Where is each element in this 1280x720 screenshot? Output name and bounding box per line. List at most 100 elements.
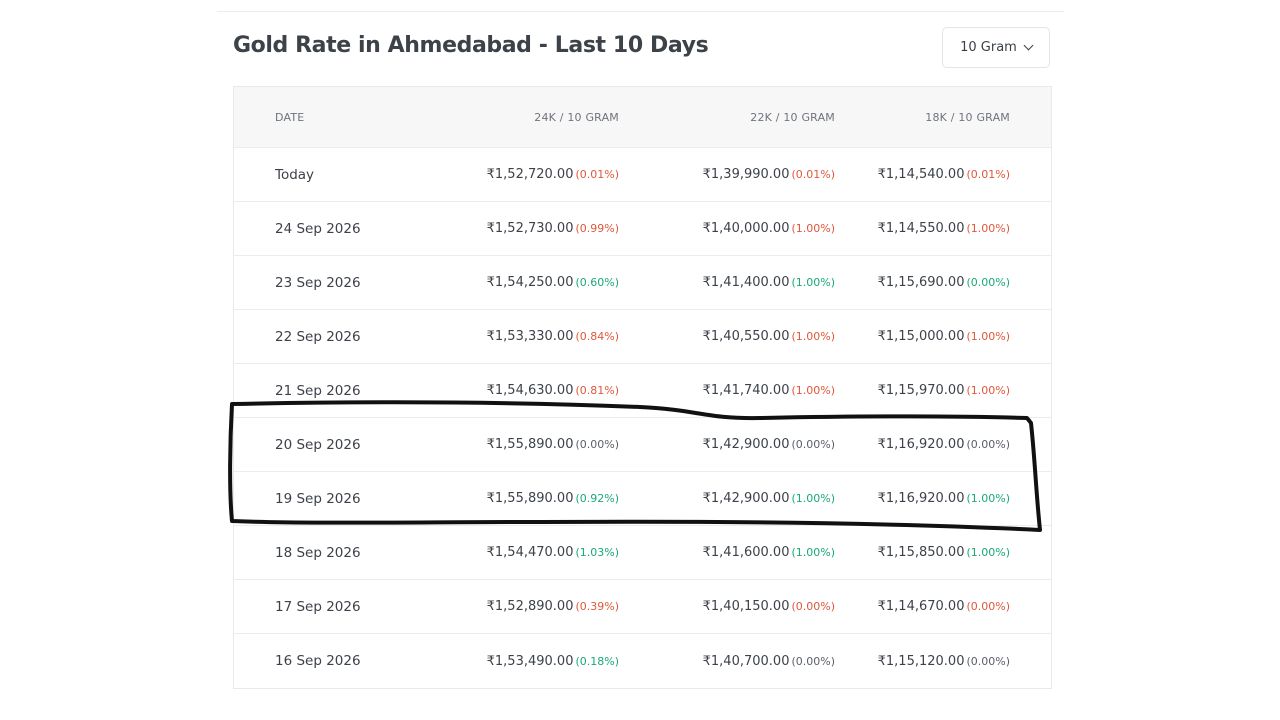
rate-18k-price: ₹1,16,920.00 [877, 491, 965, 506]
rate-24k-cell: ₹1,54,630.00 (0.81%) [487, 364, 619, 417]
rate-22k-price: ₹1,40,550.00 [702, 329, 790, 344]
top-divider [217, 11, 1064, 12]
rate-22k-cell: ₹1,40,550.00 (1.00%) [703, 310, 835, 363]
rate-22k-price: ₹1,41,400.00 [702, 275, 790, 290]
header-date: DATE [275, 110, 305, 124]
rate-24k-cell: ₹1,55,890.00 (0.00%) [487, 418, 619, 471]
rate-24k-cell: ₹1,55,890.00 (0.92%) [487, 472, 619, 525]
row-date: 23 Sep 2026 [275, 274, 361, 291]
table-row: 24 Sep 2026 ₹1,52,730.00 (0.99%) ₹1,40,000.… [234, 202, 1051, 256]
rate-24k-price: ₹1,52,730.00 [486, 221, 574, 236]
rate-24k-price: ₹1,53,490.00 [486, 653, 574, 669]
rate-22k-change: (1.00%) [791, 276, 835, 289]
gold-rate-table: DATE 24K / 10 GRAM 22K / 10 GRAM 18K / 1… [233, 86, 1052, 689]
rate-24k-change: (0.00%) [575, 438, 619, 451]
rate-24k-price: ₹1,52,890.00 [486, 599, 574, 614]
rate-24k-change: (1.03%) [575, 546, 619, 559]
rate-22k-price: ₹1,39,990.00 [702, 167, 790, 182]
rate-24k-price: ₹1,54,470.00 [486, 545, 574, 560]
rate-24k-price: ₹1,54,630.00 [486, 383, 574, 398]
header-24k: 24K / 10 GRAM [534, 110, 619, 124]
rate-24k-price: ₹1,55,890.00 [486, 491, 574, 506]
rate-18k-change: (0.00%) [966, 600, 1010, 613]
table-row: 20 Sep 2026 ₹1,55,890.00 (0.00%) ₹1,42,900.… [234, 418, 1051, 472]
rate-22k-price: ₹1,40,700.00 [702, 653, 790, 669]
rate-24k-cell: ₹1,53,490.00 (0.18%) [487, 634, 619, 688]
rate-18k-change: (1.00%) [966, 546, 1010, 559]
rate-18k-change: (0.00%) [966, 276, 1010, 289]
rate-22k-change: (1.00%) [791, 222, 835, 235]
table-row: 22 Sep 2026 ₹1,53,330.00 (0.84%) ₹1,40,550.… [234, 310, 1051, 364]
rate-24k-change: (0.92%) [575, 492, 619, 505]
rate-18k-price: ₹1,15,120.00 [877, 653, 965, 669]
rate-18k-cell: ₹1,15,000.00 (1.00%) [878, 310, 1010, 363]
rate-22k-price: ₹1,42,900.00 [702, 491, 790, 506]
rate-22k-price: ₹1,40,150.00 [702, 599, 790, 614]
rate-18k-price: ₹1,15,850.00 [877, 545, 965, 560]
rate-18k-change: (1.00%) [966, 492, 1010, 505]
rate-22k-change: (0.01%) [791, 168, 835, 181]
rate-18k-cell: ₹1,16,920.00 (0.00%) [878, 418, 1010, 471]
rate-18k-cell: ₹1,15,690.00 (0.00%) [878, 256, 1010, 309]
rate-24k-change: (0.60%) [575, 276, 619, 289]
row-date: 16 Sep 2026 [275, 653, 361, 669]
rate-22k-cell: ₹1,40,700.00 (0.00%) [703, 634, 835, 688]
rate-22k-change: (1.00%) [791, 330, 835, 343]
rate-22k-cell: ₹1,41,400.00 (1.00%) [703, 256, 835, 309]
table-header: DATE 24K / 10 GRAM 22K / 10 GRAM 18K / 1… [234, 87, 1051, 148]
rate-18k-cell: ₹1,14,670.00 (0.00%) [878, 580, 1010, 633]
rate-24k-change: (0.39%) [575, 600, 619, 613]
table-body: Today ₹1,52,720.00 (0.01%) ₹1,39,990.00 (0.0… [234, 148, 1051, 688]
rate-22k-cell: ₹1,39,990.00 (0.01%) [703, 148, 835, 201]
row-date: 24 Sep 2026 [275, 220, 361, 237]
rate-18k-cell: ₹1,14,540.00 (0.01%) [878, 148, 1010, 201]
rate-18k-price: ₹1,14,540.00 [877, 167, 965, 182]
row-date: 18 Sep 2026 [275, 544, 361, 561]
table-row: 23 Sep 2026 ₹1,54,250.00 (0.60%) ₹1,41,400.… [234, 256, 1051, 310]
rate-18k-price: ₹1,14,670.00 [877, 599, 965, 614]
table-row: Today ₹1,52,720.00 (0.01%) ₹1,39,990.00 (0.0… [234, 148, 1051, 202]
row-date: 19 Sep 2026 [275, 490, 361, 507]
row-date: Today [275, 166, 315, 183]
table-row: 18 Sep 2026 ₹1,54,470.00 (1.03%) ₹1,41,600.… [234, 526, 1051, 580]
table-row: 16 Sep 2026 ₹1,53,490.00 (0.18%) ₹1,40,700.… [234, 634, 1051, 688]
rate-24k-price: ₹1,54,250.00 [486, 275, 574, 290]
rate-18k-cell: ₹1,16,920.00 (1.00%) [878, 472, 1010, 525]
rate-22k-change: (0.00%) [791, 600, 835, 613]
rate-18k-change: (0.01%) [966, 168, 1010, 181]
row-date: 22 Sep 2026 [275, 328, 361, 345]
header-22k: 22K / 10 GRAM [750, 110, 835, 124]
unit-dropdown[interactable]: 10 Gram [942, 27, 1050, 68]
rate-22k-price: ₹1,41,600.00 [702, 545, 790, 560]
rate-22k-cell: ₹1,42,900.00 (1.00%) [703, 472, 835, 525]
rate-18k-change: (0.00%) [966, 438, 1010, 451]
rate-24k-cell: ₹1,52,890.00 (0.39%) [487, 580, 619, 633]
rate-22k-change: (0.00%) [791, 438, 835, 451]
rate-22k-price: ₹1,42,900.00 [702, 437, 790, 452]
rate-18k-cell: ₹1,15,850.00 (1.00%) [878, 526, 1010, 579]
rate-22k-change: (1.00%) [791, 546, 835, 559]
rate-18k-change: (0.00%) [966, 654, 1010, 668]
rate-18k-cell: ₹1,15,970.00 (1.00%) [878, 364, 1010, 417]
rate-24k-cell: ₹1,53,330.00 (0.84%) [487, 310, 619, 363]
rate-22k-price: ₹1,40,000.00 [702, 221, 790, 236]
rate-22k-change: (1.00%) [791, 492, 835, 505]
unit-dropdown-value: 10 Gram [960, 40, 1017, 55]
rate-22k-cell: ₹1,42,900.00 (0.00%) [703, 418, 835, 471]
rate-18k-change: (1.00%) [966, 330, 1010, 343]
rate-24k-price: ₹1,53,330.00 [486, 329, 574, 344]
chevron-down-icon [1023, 40, 1034, 51]
table-row: 17 Sep 2026 ₹1,52,890.00 (0.39%) ₹1,40,150.… [234, 580, 1051, 634]
rate-22k-change: (0.00%) [791, 654, 835, 668]
rate-18k-price: ₹1,15,970.00 [877, 383, 965, 398]
row-date: 20 Sep 2026 [275, 436, 361, 453]
rate-24k-cell: ₹1,54,250.00 (0.60%) [487, 256, 619, 309]
rate-24k-change: (0.81%) [575, 384, 619, 397]
rate-24k-cell: ₹1,52,720.00 (0.01%) [487, 148, 619, 201]
table-row: 19 Sep 2026 ₹1,55,890.00 (0.92%) ₹1,42,900.… [234, 472, 1051, 526]
row-date: 17 Sep 2026 [275, 598, 361, 615]
page-title: Gold Rate in Ahmedabad - Last 10 Days [233, 33, 709, 58]
rate-24k-price: ₹1,52,720.00 [486, 167, 574, 182]
header-18k: 18K / 10 GRAM [925, 110, 1010, 124]
